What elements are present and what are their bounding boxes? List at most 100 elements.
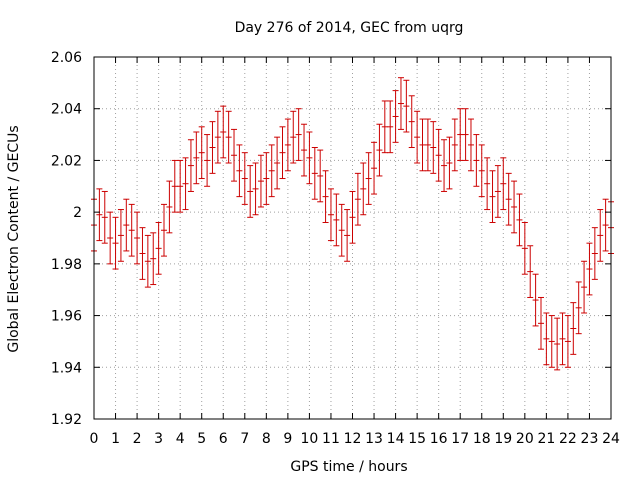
data-point	[500, 157, 507, 211]
data-point	[123, 198, 130, 252]
data-point	[419, 118, 426, 172]
data-point	[171, 159, 178, 213]
x-tick-label: 22	[559, 431, 577, 447]
x-tick-label: 3	[154, 431, 163, 447]
data-point	[231, 128, 238, 182]
data-point	[333, 193, 340, 247]
data-point	[268, 144, 275, 198]
data-point	[274, 136, 281, 190]
data-point	[301, 123, 308, 177]
x-tick-label: 15	[408, 431, 426, 447]
x-tick-label: 17	[451, 431, 469, 447]
x-tick-label: 6	[219, 431, 228, 447]
data-point	[252, 162, 259, 216]
data-point	[462, 108, 469, 161]
x-tick-label: 13	[365, 431, 383, 447]
data-point	[155, 221, 162, 275]
data-point	[392, 90, 399, 143]
data-point	[602, 198, 609, 252]
data-point	[112, 216, 119, 270]
data-point	[564, 315, 571, 368]
data-point	[408, 95, 415, 148]
data-point	[446, 136, 453, 190]
data-point	[511, 180, 518, 234]
data-point	[371, 141, 378, 195]
data-point	[521, 221, 528, 275]
data-point	[484, 157, 491, 211]
data-point	[489, 170, 496, 223]
x-tick-label: 21	[537, 431, 555, 447]
y-tick-label: 1.94	[51, 360, 82, 376]
x-tick-label: 5	[197, 431, 206, 447]
x-tick-label: 19	[494, 431, 512, 447]
x-tick-label: 11	[322, 431, 340, 447]
data-point	[290, 110, 297, 164]
data-point	[537, 296, 544, 350]
data-point	[478, 144, 485, 198]
data-point	[198, 126, 205, 180]
data-point	[581, 260, 588, 314]
data-point	[311, 147, 318, 200]
data-point	[354, 172, 361, 226]
x-tick-label: 14	[387, 431, 405, 447]
data-point	[505, 172, 512, 226]
data-point	[532, 273, 539, 327]
data-point	[193, 131, 200, 185]
data-point	[430, 121, 437, 174]
data-point	[516, 193, 523, 247]
x-tick-label: 9	[283, 431, 292, 447]
x-tick-label: 1	[111, 431, 120, 447]
data-point	[166, 180, 173, 234]
gec-series	[91, 77, 614, 371]
data-point	[257, 154, 264, 208]
data-point	[473, 134, 480, 187]
x-tick-label: 24	[602, 431, 620, 447]
data-point	[117, 209, 124, 262]
data-point	[403, 79, 410, 133]
data-point	[247, 165, 254, 218]
x-tick-label: 0	[90, 431, 99, 447]
data-point	[295, 108, 302, 161]
data-point	[214, 110, 221, 164]
x-tick-label: 8	[262, 431, 271, 447]
data-point	[527, 245, 534, 298]
x-tick-label: 20	[516, 431, 534, 447]
x-tick-label: 10	[301, 431, 319, 447]
grid	[94, 57, 611, 419]
y-tick-label: 1.92	[51, 412, 82, 428]
y-axis-label: Global Electron Content / GECUs	[6, 125, 22, 352]
data-point	[570, 302, 577, 355]
data-point	[322, 170, 329, 223]
data-point	[177, 159, 184, 213]
x-tick-label: 7	[240, 431, 249, 447]
data-point	[559, 312, 566, 366]
data-point	[139, 227, 146, 280]
data-point	[204, 134, 211, 187]
data-point	[128, 203, 135, 257]
y-tick-label: 1.96	[51, 309, 82, 325]
data-point	[548, 315, 555, 368]
data-point	[144, 234, 151, 288]
data-point	[344, 209, 351, 262]
data-point	[220, 105, 227, 159]
y-tick-label: 1.98	[51, 257, 82, 273]
data-point	[150, 232, 157, 286]
y-tick-label: 2.02	[51, 153, 82, 169]
data-point	[161, 203, 168, 257]
data-point	[424, 118, 431, 172]
x-tick-label: 4	[176, 431, 185, 447]
data-point	[209, 121, 216, 174]
data-point	[376, 123, 383, 177]
y-tick-label: 2	[73, 205, 82, 221]
data-point	[236, 144, 243, 198]
data-point	[225, 110, 232, 164]
data-point	[263, 152, 270, 205]
data-point	[586, 242, 593, 296]
data-point	[187, 139, 194, 192]
data-point	[554, 317, 561, 371]
data-point	[306, 131, 313, 185]
data-point	[107, 211, 114, 265]
data-point	[575, 281, 582, 335]
data-point	[284, 118, 291, 172]
